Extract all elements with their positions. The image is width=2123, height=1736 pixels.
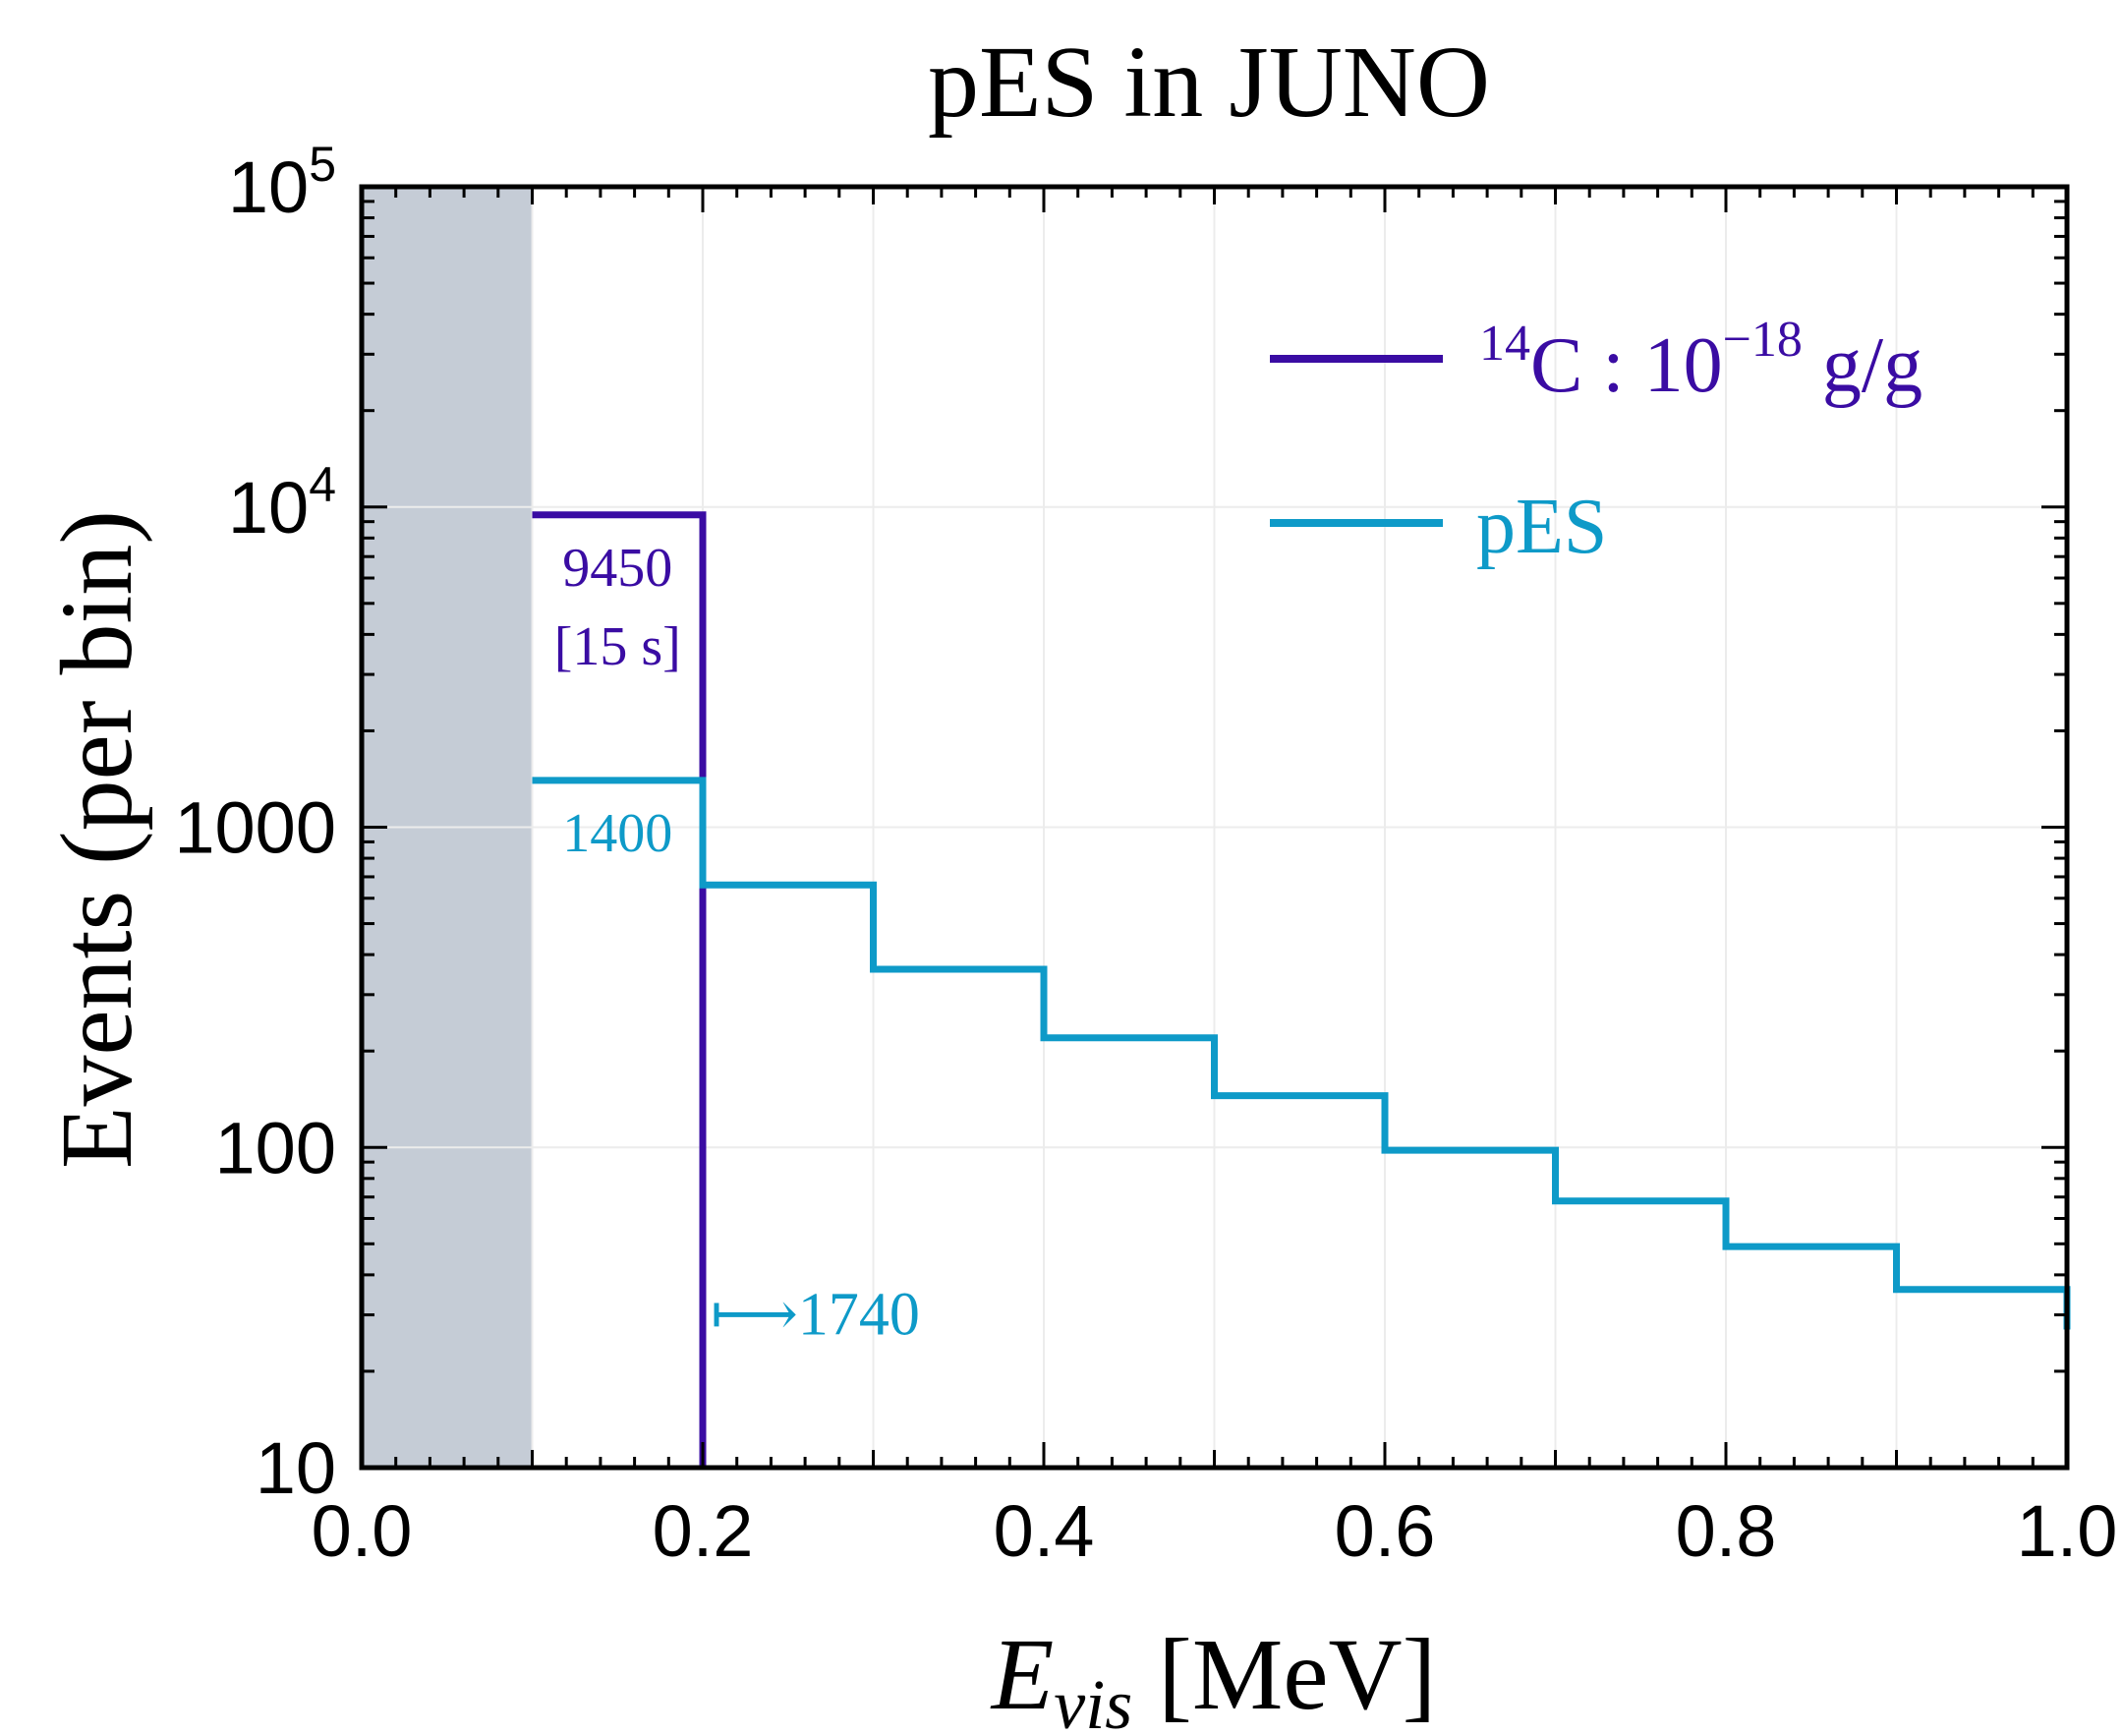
x-tick-labels: 0.0 0.2 0.4 0.6 0.8 1.0 — [312, 1490, 2118, 1572]
x-axis-label-unit: [MeV] — [1158, 1618, 1436, 1731]
pes-first-bin-label: 1400 — [562, 803, 672, 864]
x-tick-label: 0.6 — [1335, 1490, 1436, 1572]
y-tick-label: 1000 — [174, 787, 336, 869]
y-tick-label: 104 — [228, 457, 336, 549]
x-tick-label: 0.8 — [1676, 1490, 1777, 1572]
series-group — [532, 511, 2071, 1468]
x-tick-label: 1.0 — [2017, 1490, 2118, 1572]
legend-c14-sup-mass: 14 — [1479, 316, 1530, 372]
x-axis-label: Evis [MeV] — [990, 1618, 1437, 1736]
legend: 14C : 10−18 g/g pES — [1270, 312, 1922, 570]
legend-c14-base: C : 10 — [1530, 322, 1723, 409]
series-pes-line — [532, 777, 2071, 1330]
legend-label-pes: pES — [1476, 484, 1607, 570]
series-c14-line — [532, 511, 707, 1468]
chart-title: pES in JUNO — [928, 26, 1490, 139]
plot-frame — [359, 184, 2070, 1471]
x-tick-label: 0.0 — [312, 1490, 413, 1572]
c14-bin-value-label: 9450 — [562, 538, 672, 599]
pes-arrow-value-label: ⟼1740 — [711, 1282, 920, 1349]
y-tick-label: 105 — [228, 137, 336, 228]
legend-c14-tail: g/g — [1803, 322, 1922, 409]
legend-label-c14: 14C : 10−18 g/g — [1479, 312, 1922, 409]
y-tick-labels: 10 100 1000 104 105 — [174, 137, 336, 1509]
x-axis-label-main: E — [990, 1618, 1055, 1731]
x-axis-label-sub: vis — [1054, 1665, 1132, 1736]
y-tick-label: 100 — [215, 1107, 336, 1188]
y-tick-label: 10 — [256, 1427, 336, 1509]
x-tick-label: 0.2 — [653, 1490, 754, 1572]
legend-c14-sup-exp: −18 — [1723, 312, 1803, 368]
x-tick-label: 0.4 — [994, 1490, 1095, 1572]
y-axis-label: Events (per bin) — [40, 510, 153, 1169]
c14-time-label: [15 s] — [554, 616, 681, 677]
